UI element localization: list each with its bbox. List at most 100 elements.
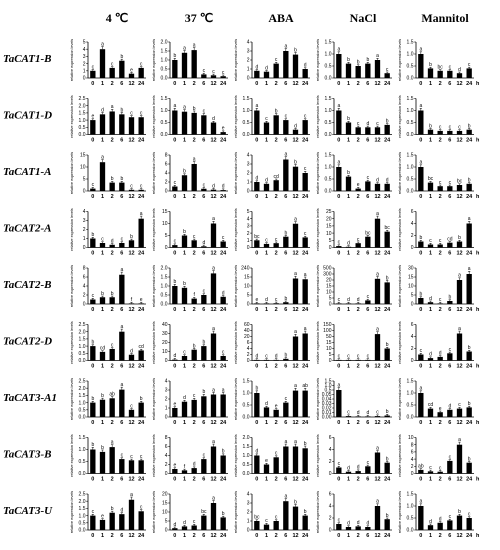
x-tick-label: 12	[128, 138, 134, 144]
y-tick-label: 2	[83, 227, 86, 233]
x-tick-label: 6	[202, 81, 205, 87]
y-axis-label: relative expression levels	[316, 321, 320, 364]
bar	[99, 297, 106, 304]
significance-letter: b	[101, 445, 104, 451]
y-axis-label: relative expression levels	[234, 434, 238, 477]
significance-letter: d	[265, 177, 268, 183]
y-tick-label: 10	[162, 349, 168, 355]
significance-letter: f	[184, 464, 186, 470]
x-tick-label: 2	[439, 307, 442, 313]
x-unit-label: h	[476, 477, 480, 483]
bar	[220, 241, 226, 248]
significance-letter: d	[429, 352, 432, 358]
x-tick-label: 24	[466, 138, 473, 144]
significance-letter: c	[203, 453, 206, 459]
x-tick-label: 6	[366, 420, 369, 426]
significance-letter: a	[101, 154, 104, 160]
x-tick-label: 2	[275, 477, 278, 483]
x-tick-label: 0	[419, 138, 422, 144]
y-tick-label: 0.0	[325, 132, 332, 138]
bar	[365, 300, 371, 304]
significance-letter: a	[468, 216, 471, 222]
x-tick-label: 6	[448, 420, 451, 426]
significance-letter: bc	[254, 515, 260, 521]
significance-letter: e	[222, 126, 225, 132]
bar	[109, 398, 115, 417]
bar	[181, 235, 188, 248]
x-tick-label: 2	[275, 420, 278, 426]
x-tick-label: 0	[337, 533, 340, 539]
bar	[181, 52, 188, 78]
x-tick-label: 2	[111, 364, 114, 370]
significance-letter: cd	[428, 402, 434, 408]
bar	[220, 455, 226, 474]
significance-letter: c	[458, 402, 461, 408]
significance-letter: a	[458, 326, 461, 332]
bar	[138, 218, 144, 248]
y-tick-label: 0.5	[325, 120, 332, 126]
bar	[99, 162, 106, 191]
y-tick-label: 4	[165, 453, 168, 459]
x-tick-label: 12	[456, 194, 462, 200]
y-axis-label: relative expression levels	[234, 95, 238, 138]
y-tick-label: 0.5	[325, 64, 332, 70]
y-tick-label: 4	[165, 379, 168, 385]
bar	[172, 359, 178, 361]
bar	[283, 120, 289, 135]
x-tick-label: 6	[202, 533, 205, 539]
significance-letter: d	[357, 297, 360, 303]
y-tick-label: 0	[411, 302, 414, 308]
y-tick-label: 1.5	[161, 96, 168, 102]
x-tick-label: 1	[183, 81, 186, 87]
bar	[466, 129, 472, 135]
y-tick-label: 0.0	[243, 471, 250, 477]
bar	[210, 333, 217, 361]
y-axis-label: relative expression levels	[152, 39, 156, 82]
y-axis-label: relative expression levels	[398, 208, 402, 251]
bar	[273, 243, 279, 248]
significance-letter: c	[265, 116, 268, 122]
significance-letter: d	[255, 354, 258, 360]
x-tick-label: 6	[366, 477, 369, 483]
x-tick-label: 24	[466, 251, 473, 257]
bar	[220, 76, 226, 78]
bar	[384, 462, 390, 474]
y-tick-label: 1	[247, 519, 250, 525]
bar	[99, 243, 106, 248]
significance-letter: cd	[100, 345, 106, 351]
significance-letter: b	[222, 511, 225, 517]
y-tick-label: 0.5	[79, 408, 86, 414]
bar	[210, 189, 217, 191]
bar	[292, 390, 299, 417]
y-tick-label: 2	[329, 516, 332, 522]
significance-letter: b	[386, 456, 389, 462]
significance-letter: c	[285, 396, 288, 402]
x-tick-label: 1	[429, 533, 432, 539]
bar	[374, 452, 381, 474]
bar	[128, 409, 135, 417]
bar	[201, 295, 207, 304]
bar	[355, 188, 361, 191]
significance-letter: c	[140, 110, 143, 116]
significance-letter: b	[386, 119, 389, 125]
x-tick-label: 6	[202, 364, 205, 370]
significance-letter: b	[419, 235, 422, 241]
x-tick-label: 24	[384, 307, 391, 313]
significance-letter: b	[386, 342, 389, 348]
bar	[456, 185, 463, 191]
x-tick-label: 24	[138, 364, 145, 370]
x-tick-label: 1	[101, 81, 104, 87]
significance-letter: a	[304, 326, 307, 332]
x-tick-label: 1	[429, 81, 432, 87]
significance-letter: c	[92, 509, 95, 515]
x-tick-label: 24	[138, 194, 145, 200]
bar	[181, 287, 188, 304]
y-tick-label: 0	[411, 358, 414, 364]
significance-letter: a	[120, 267, 123, 273]
bar	[99, 399, 106, 417]
significance-letter: bc	[365, 230, 371, 236]
significance-letter: bc	[254, 234, 260, 240]
x-tick-label: 24	[384, 138, 391, 144]
x-tick-label: 0	[337, 420, 340, 426]
bar	[447, 353, 453, 361]
